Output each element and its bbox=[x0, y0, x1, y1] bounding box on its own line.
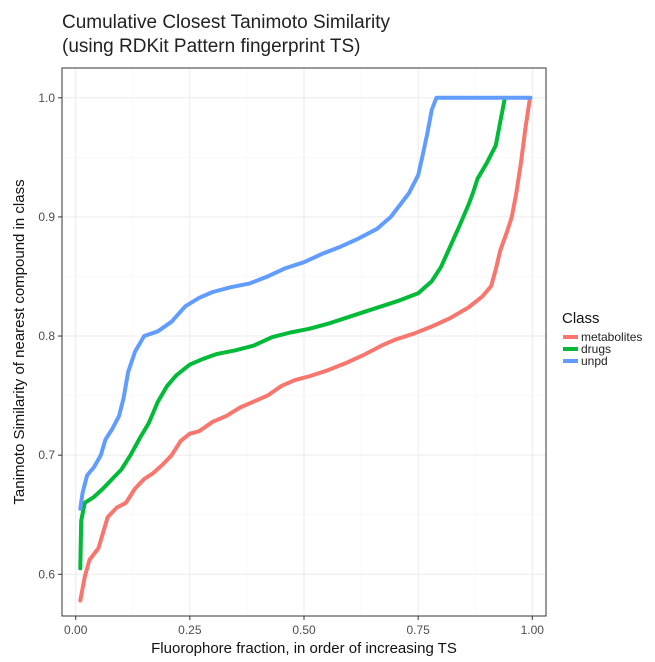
series-line-unpd bbox=[78, 95, 533, 511]
y-tick-label: 1.0 bbox=[38, 91, 55, 105]
series-line-metabolites bbox=[78, 95, 532, 603]
x-tick-label: 0.00 bbox=[64, 623, 88, 637]
x-tick-label: 0.25 bbox=[178, 623, 202, 637]
chart-title-line-2: (using RDKit Pattern fingerprint TS) bbox=[62, 36, 361, 57]
y-tick-label: 0.7 bbox=[38, 448, 55, 462]
x-axis-title: Fluorophore fraction, in order of increa… bbox=[151, 640, 457, 657]
legend-label-metabolites: metabolites bbox=[581, 330, 642, 344]
x-axis: 0.00 0.25 0.50 0.75 1.00 bbox=[64, 616, 544, 637]
series-line-drugs bbox=[78, 95, 507, 571]
y-tick-label: 0.8 bbox=[38, 329, 55, 343]
grid bbox=[62, 68, 546, 616]
x-tick-label: 0.75 bbox=[406, 623, 430, 637]
legend-title: Class bbox=[562, 310, 600, 327]
legend-label-unpd: unpd bbox=[581, 354, 608, 368]
chart-title-line-1: Cumulative Closest Tanimoto Similarity bbox=[62, 12, 391, 33]
x-tick-label: 0.50 bbox=[292, 623, 316, 637]
x-tick-label: 1.00 bbox=[521, 623, 545, 637]
y-tick-label: 0.9 bbox=[38, 210, 55, 224]
legend-label-drugs: drugs bbox=[581, 342, 611, 356]
y-tick-label: 0.6 bbox=[38, 567, 55, 581]
series-layer bbox=[78, 95, 533, 603]
y-axis-title: Tanimoto Similarity of nearest compound … bbox=[11, 179, 28, 504]
y-axis: 0.6 0.7 0.8 0.9 1.0 bbox=[38, 91, 62, 581]
